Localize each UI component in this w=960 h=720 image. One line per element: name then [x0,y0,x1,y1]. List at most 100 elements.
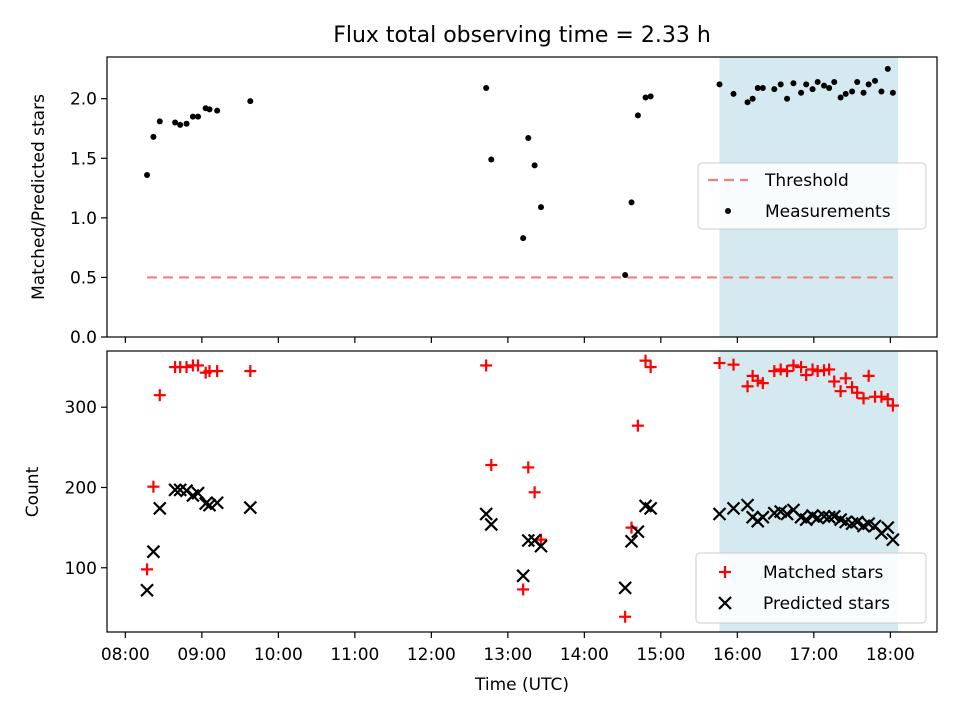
x-stroke [179,483,194,498]
matched-star-point [713,357,726,370]
x-tick-label: 18:00 [866,645,915,665]
matched-star-point [774,363,787,376]
measurement-points [144,65,896,279]
x-stroke [516,569,530,583]
matched-star-point [839,372,852,385]
x-stroke [740,498,755,512]
x-stroke [146,544,161,559]
matched-star-markers [141,354,899,623]
predicted-star-point [780,507,794,521]
measurement-point [842,90,849,97]
predicted-star-point [822,510,836,524]
matched-star-point [787,359,800,372]
predicted-star-point [534,539,548,553]
x-tick-label: 14:00 [560,645,609,665]
matched-star-point [147,480,160,493]
measurement-point [814,79,821,86]
measurement-point [889,89,896,96]
matched-star-point [639,354,652,367]
matched-star-point [644,361,657,374]
measurement-point [854,79,861,86]
x-stroke [805,508,820,523]
measurement-point [488,156,495,163]
predicted-star-point [881,520,895,535]
x-stroke [484,517,499,532]
x-stroke [624,534,639,549]
bottom-y-ticks: 100 200 300 [65,398,107,579]
x-stroke [881,520,895,535]
measurement-point [771,86,778,93]
measurement-point [183,120,190,127]
matched-star-point [192,359,205,372]
x-stroke [786,503,801,517]
x-tick-label: 12:00 [407,645,456,665]
matched-star-point [534,533,547,546]
bottom-legend: Matched stars Predicted stars [695,552,927,624]
x-stroke [838,515,853,529]
predicted-star-point [210,495,224,510]
predicted-star-point [202,498,217,512]
matched-star-point [244,365,257,378]
matched-star-point [528,486,541,499]
predicted-star-point [146,544,161,559]
measurement-point [865,81,872,88]
x-stroke [534,539,548,553]
matched-star-point [800,369,813,382]
predicted-star-point [643,501,658,516]
measurement-point [878,88,885,95]
predicted-star-point [827,509,842,524]
predicted-star-point [516,569,530,583]
measurement-point [537,204,544,211]
matched-star-point [795,361,808,374]
x-stroke [799,512,813,527]
predicted-star-point [850,515,864,529]
predicted-star-point [243,500,258,515]
x-stroke [794,510,808,524]
measurement-point [821,82,828,89]
measurement-point [809,86,816,93]
top-y-ticks: 0.0 0.5 1.0 1.5 2.0 [70,90,107,348]
x-tick-label: 11:00 [330,645,379,665]
measurement-point [872,77,879,84]
measurement-point [826,84,833,91]
predicted-star-point [712,507,727,521]
measurement-point [520,235,527,242]
measurement-point [831,79,838,86]
x-tick-label: 17:00 [789,645,838,665]
x-stroke [817,509,831,524]
x-stroke [173,483,187,497]
y-tick-label: 0.5 [70,268,97,288]
chart-title: Flux total observing time = 2.33 h [333,23,711,48]
predicted-star-point [618,581,632,595]
legend-matched-swatch [719,566,731,578]
measurement-point [744,99,751,106]
x-stroke [631,524,645,539]
legend-predicted-swatch [718,596,732,610]
legend-predicted-label: Predicted stars [763,594,890,614]
measurement-point [177,121,184,128]
matched-star-point [517,583,530,596]
measurement-point [884,65,891,72]
measurement-point [716,81,723,88]
measurement-point [634,112,641,119]
x-tick-label: 08:00 [101,645,150,665]
x-stroke [868,519,882,533]
measurement-point [247,98,254,105]
measurement-point [189,113,196,120]
predicted-star-markers [140,483,900,598]
x-stroke [780,507,794,521]
x-tick-label: 15:00 [636,645,685,665]
measurement-point [214,107,221,114]
measurement-point [754,84,761,91]
matched-star-point [881,393,894,406]
predicted-star-point [817,509,831,524]
x-stroke [850,515,864,529]
legend-measurements-label: Measurements [765,202,891,222]
matched-star-point [485,459,498,472]
measurement-point [759,84,766,91]
measurement-point [749,95,756,102]
x-stroke [756,510,770,524]
bottom-y-axis-label: Count [23,466,43,517]
matched-star-point [862,369,875,382]
measurement-point [628,199,635,206]
